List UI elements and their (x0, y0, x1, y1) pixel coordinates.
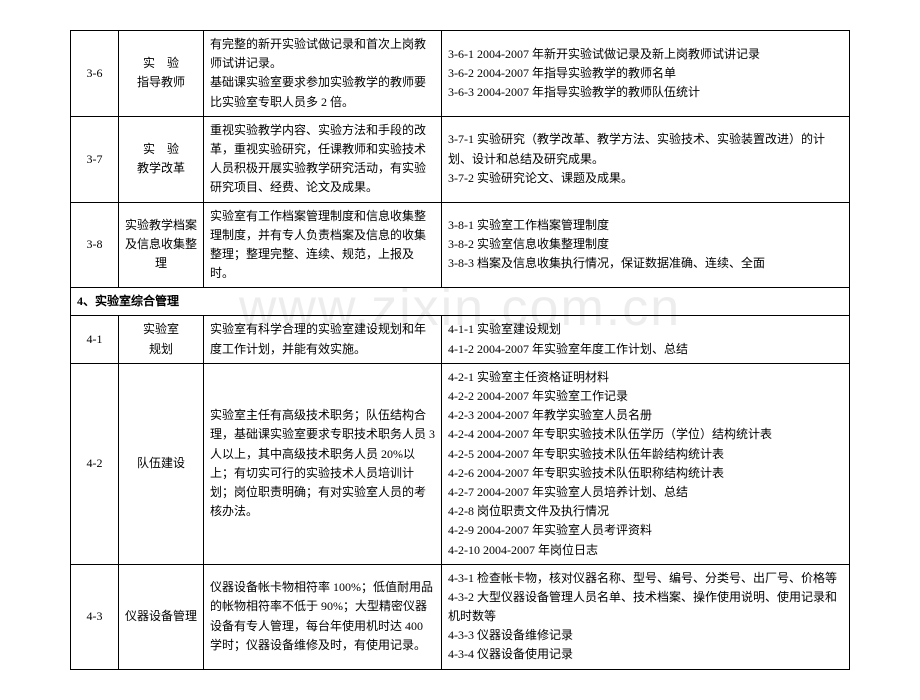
row-3-6-items: 3-6-1 2004-2007 年新开实验试做记录及新上岗教师试讲记录 3-6-… (442, 31, 850, 117)
row-4-1-items: 4-1-1 实验室建设规划 4-1-2 2004-2007 年实验室年度工作计划… (442, 316, 850, 363)
row-4-1-desc: 实验室有科学合理的实验室建设规划和年度工作计划，并能有效实施。 (204, 316, 442, 363)
table-row: 3-7实 验 教学改革重视实验教学内容、实验方法和手段的改革，重视实验研究，任课… (71, 116, 850, 202)
table-row: 4-1实验室 规划实验室有科学合理的实验室建设规划和年度工作计划，并能有效实施。… (71, 316, 850, 363)
row-4-1-id: 4-1 (71, 316, 119, 363)
row-4-2-desc: 实验室主任有高级技术职务；队伍结构合理，基础课实验室要求专职技术职务人员 3 人… (204, 363, 442, 564)
row-3-6-title: 实 验 指导教师 (119, 31, 204, 117)
table-row: 3-8实验教学档案及信息收集整理实验室有工作档案管理制度和信息收集整理制度，并有… (71, 202, 850, 288)
row-3-8-items: 3-8-1 实验室工作档案管理制度 3-8-2 实验室信息收集整理制度 3-8-… (442, 202, 850, 288)
row-3-7-title: 实 验 教学改革 (119, 116, 204, 202)
row-3-8-title: 实验教学档案及信息收集整理 (119, 202, 204, 288)
section-4-header: 4、实验室综合管理 (71, 288, 850, 316)
row-3-8-desc: 实验室有工作档案管理制度和信息收集整理制度，并有专人负责档案及信息的收集整理；整… (204, 202, 442, 288)
row-3-7-desc: 重视实验教学内容、实验方法和手段的改革，重视实验研究，任课教师和实验技术人员积极… (204, 116, 442, 202)
row-4-3-title: 仪器设备管理 (119, 564, 204, 669)
row-4-3-id: 4-3 (71, 564, 119, 669)
table-row: 4-2队伍建设实验室主任有高级技术职务；队伍结构合理，基础课实验室要求专职技术职… (71, 363, 850, 564)
table-row: 4、实验室综合管理 (71, 288, 850, 316)
main-table: 3-6实 验 指导教师有完整的新开实验试做记录和首次上岗教师试讲记录。 基础课实… (70, 30, 850, 670)
row-3-6-id: 3-6 (71, 31, 119, 117)
row-4-2-id: 4-2 (71, 363, 119, 564)
row-4-2-items: 4-2-1 实验室主任资格证明材料 4-2-2 2004-2007 年实验室工作… (442, 363, 850, 564)
row-3-7-id: 3-7 (71, 116, 119, 202)
table-row: 3-6实 验 指导教师有完整的新开实验试做记录和首次上岗教师试讲记录。 基础课实… (71, 31, 850, 117)
row-4-2-title: 队伍建设 (119, 363, 204, 564)
row-3-8-id: 3-8 (71, 202, 119, 288)
row-4-3-desc: 仪器设备帐卡物相符率 100%；低值耐用品的帐物相符率不低于 90%；大型精密仪… (204, 564, 442, 669)
row-4-3-items: 4-3-1 检查帐卡物，核对仪器名称、型号、编号、分类号、出厂号、价格等 4-3… (442, 564, 850, 669)
table-row: 4-3仪器设备管理仪器设备帐卡物相符率 100%；低值耐用品的帐物相符率不低于 … (71, 564, 850, 669)
row-3-7-items: 3-7-1 实验研究（教学改革、教学方法、实验技术、实验装置改进）的计划、设计和… (442, 116, 850, 202)
row-4-1-title: 实验室 规划 (119, 316, 204, 363)
row-3-6-desc: 有完整的新开实验试做记录和首次上岗教师试讲记录。 基础课实验室要求参加实验教学的… (204, 31, 442, 117)
